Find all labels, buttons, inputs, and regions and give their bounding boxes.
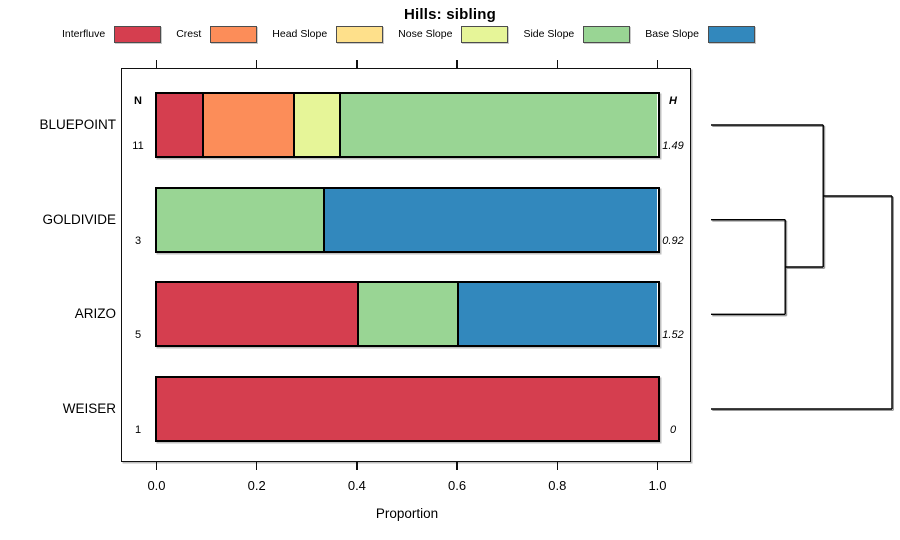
y-axis-label: GOLDIVIDE bbox=[42, 211, 116, 227]
legend-item: Side Slope bbox=[523, 25, 631, 43]
legend-swatch bbox=[336, 25, 384, 43]
bar-segment bbox=[457, 283, 658, 346]
legend-swatch bbox=[461, 25, 509, 43]
legend-swatch bbox=[583, 25, 631, 43]
stacked-bar bbox=[154, 376, 660, 442]
x-axis-tick bbox=[456, 462, 458, 470]
x-axis-tick bbox=[255, 462, 258, 470]
legend-swatch bbox=[707, 25, 755, 43]
legend-label: Head Slope bbox=[272, 28, 328, 40]
bar-segment bbox=[156, 188, 324, 251]
x-axis-top-tick bbox=[155, 60, 158, 68]
chart-title: Hills: sibling bbox=[404, 6, 496, 23]
legend-item: Nose Slope bbox=[398, 25, 509, 43]
legend-label: Crest bbox=[176, 28, 202, 40]
legend-item: Base Slope bbox=[645, 25, 755, 43]
bar-segment bbox=[202, 94, 294, 156]
n-value: 11 bbox=[132, 140, 144, 152]
h-value: 1.49 bbox=[662, 140, 684, 152]
h-value: 0.92 bbox=[662, 234, 684, 247]
h-value: 1.52 bbox=[662, 329, 684, 342]
x-axis-tick-label: 0.6 bbox=[448, 478, 467, 493]
legend-item: Crest bbox=[176, 25, 258, 43]
x-axis-tick-label: 0.0 bbox=[147, 478, 166, 493]
x-axis-tick bbox=[656, 462, 659, 470]
bar-segment bbox=[293, 94, 339, 156]
x-axis-top-tick bbox=[556, 60, 559, 68]
x-axis-top-tick bbox=[356, 60, 358, 68]
stacked-bar bbox=[154, 92, 660, 158]
x-axis-top-tick bbox=[255, 60, 258, 68]
y-axis-label: WEISER bbox=[62, 401, 116, 416]
stacked-bar bbox=[154, 281, 660, 348]
n-value: 5 bbox=[134, 329, 142, 342]
x-axis-top-tick bbox=[656, 60, 659, 68]
bar-segment bbox=[156, 94, 203, 156]
legend-swatch bbox=[114, 25, 162, 43]
y-axis-label: ARIZO bbox=[74, 306, 116, 322]
legend-swatch bbox=[210, 25, 258, 43]
legend-label: Interfluve bbox=[62, 28, 106, 40]
y-axis-label: BLUEPOINT bbox=[39, 117, 116, 132]
bar-segment bbox=[356, 283, 458, 346]
bar-segment bbox=[156, 283, 357, 346]
bar-segment bbox=[156, 378, 658, 440]
n-value: 3 bbox=[134, 234, 142, 247]
bar-segment bbox=[323, 188, 658, 251]
bar-segment bbox=[338, 94, 658, 156]
x-axis-tick-label: 1.0 bbox=[648, 478, 667, 493]
legend-item: Interfluve bbox=[62, 25, 162, 43]
h-column-header: H bbox=[669, 95, 677, 107]
n-value: 1 bbox=[134, 424, 142, 436]
legend-label: Side Slope bbox=[523, 28, 575, 40]
n-column-header: N bbox=[134, 95, 142, 107]
x-axis-tick bbox=[155, 462, 158, 470]
h-value: 0 bbox=[669, 424, 677, 436]
x-axis-tick-label: 0.8 bbox=[548, 478, 567, 493]
x-axis-top-tick bbox=[456, 60, 458, 68]
legend-item: Head Slope bbox=[272, 25, 384, 43]
x-axis-tick-label: 0.2 bbox=[247, 478, 266, 493]
x-axis-tick bbox=[356, 462, 358, 470]
stacked-bar bbox=[154, 186, 660, 253]
x-axis-tick bbox=[556, 462, 559, 470]
legend-label: Nose Slope bbox=[398, 28, 453, 40]
x-axis-title: Proportion bbox=[375, 506, 439, 521]
legend-label: Base Slope bbox=[645, 28, 699, 40]
legend: Interfluve Crest Head Slope Nose Slope Side … bbox=[62, 24, 755, 44]
x-axis-tick-label: 0.4 bbox=[347, 478, 366, 493]
